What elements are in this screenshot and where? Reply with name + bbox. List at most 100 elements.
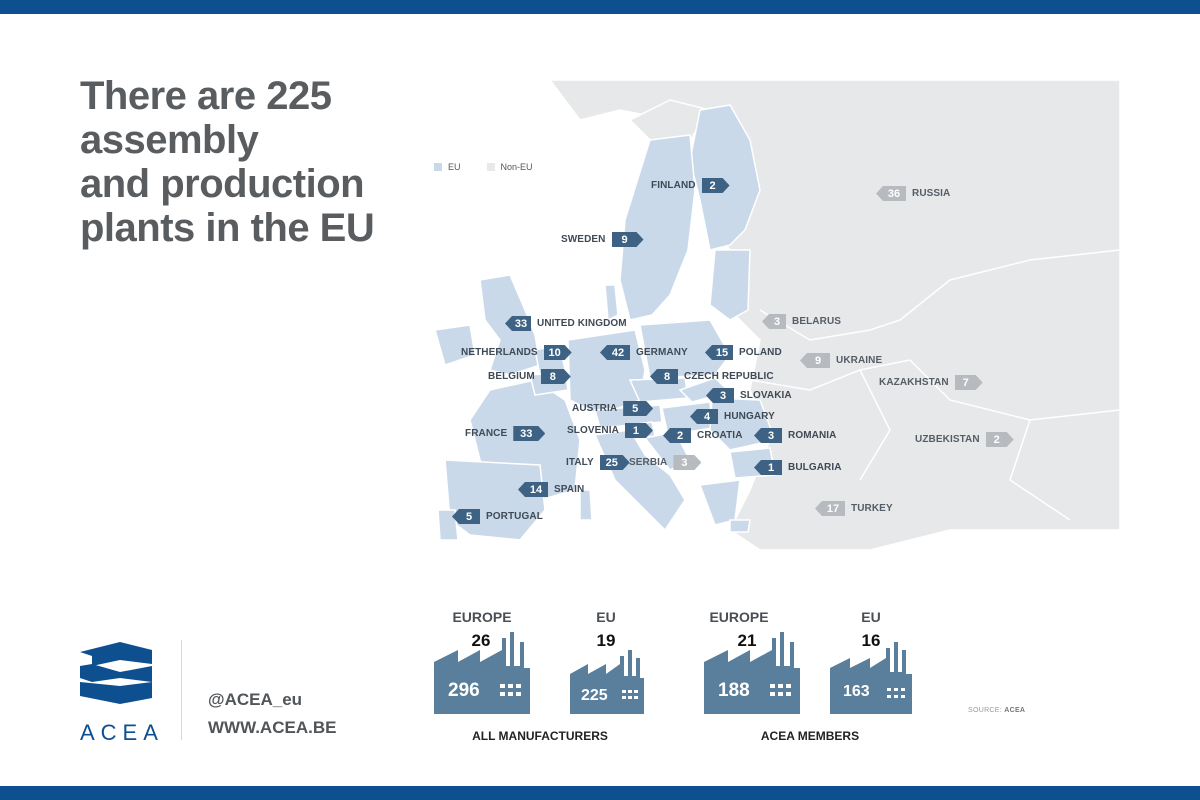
source-value: ACEA [1004, 707, 1026, 714]
headline-line-4: plants in the EU [80, 206, 375, 250]
country-name: CROATIA [697, 430, 743, 441]
acea-logo-text: ACEA [80, 720, 164, 745]
group-label-acea-members: ACEA MEMBERS [760, 729, 860, 743]
marker-bulgaria: 1 BULGARIA [754, 460, 842, 475]
plant-count: 4 [690, 409, 718, 424]
country-name: BELARUS [792, 316, 842, 327]
factory-icon [704, 632, 800, 714]
country-name: ROMANIA [788, 430, 837, 441]
top-band [0, 0, 1200, 14]
marker-belgium: BELGIUM 8 [488, 369, 571, 384]
marker-kazakhstan: KAZAKHSTAN 7 [879, 375, 983, 390]
marker-netherlands: NETHERLANDS 10 [461, 345, 572, 360]
country-name: SWEDEN [561, 234, 606, 245]
marker-ukraine: 9 UKRAINE [800, 353, 882, 368]
country-name: KAZAKHSTAN [879, 377, 949, 388]
stat-region-eu-members: EU [861, 609, 881, 625]
marker-hungary: 4 HUNGARY [690, 409, 775, 424]
headline: There are 225 assembly and production pl… [80, 74, 420, 250]
plant-count: 36 [876, 186, 906, 201]
marker-spain: 14 SPAIN [518, 482, 584, 497]
stat-plants-europe-members: 188 [718, 680, 750, 701]
stat-count-eu-members: 16 [861, 631, 881, 650]
legend-eu: EU [448, 162, 461, 172]
stat-region-eu-all: EU [596, 609, 616, 625]
non-eu-borders [749, 249, 1120, 521]
plant-count: 7 [955, 375, 983, 390]
country-name: FRANCE [465, 428, 508, 439]
country-name: NETHERLANDS [461, 347, 538, 358]
twitter-handle[interactable]: @ACEA_eu [208, 690, 303, 709]
plant-count: 8 [650, 369, 678, 384]
factory-icon [830, 642, 912, 714]
acea-logo-icon [80, 642, 152, 704]
stat-count-europe-members: 21 [737, 631, 757, 650]
plant-count: 3 [762, 314, 786, 329]
country-name: AUSTRIA [572, 403, 618, 414]
marker-czech-republic: 8 CZECH REPUBLIC [650, 369, 774, 384]
country-name: CZECH REPUBLIC [684, 371, 774, 382]
country-name: BULGARIA [788, 462, 842, 473]
country-name: ITALY [566, 457, 594, 468]
country-name: BELGIUM [488, 371, 535, 382]
country-name: UZBEKISTAN [915, 434, 980, 445]
eu-swatch [434, 163, 442, 171]
group-label-all-manufacturers: ALL MANUFACTURERS [472, 729, 608, 743]
factory-icon [570, 650, 644, 714]
plant-count: 42 [600, 345, 630, 360]
plant-count: 15 [705, 345, 733, 360]
bottom-band [0, 786, 1200, 800]
country-name: SERBIA [629, 457, 668, 468]
website-link[interactable]: WWW.ACEA.BE [208, 718, 337, 737]
factory-icon [434, 632, 530, 714]
plant-count: 2 [702, 178, 730, 193]
country-name: UKRAINE [836, 355, 883, 366]
marker-serbia: SERBIA 3 [629, 455, 701, 470]
marker-slovenia: SLOVENIA 1 [567, 423, 653, 438]
country-name: POLAND [739, 347, 782, 358]
stat-region-europe-members: EUROPE [709, 609, 769, 625]
marker-france: FRANCE 33 [465, 426, 545, 441]
marker-portugal: 5 PORTUGAL [452, 509, 543, 524]
plant-count: 9 [612, 232, 644, 247]
marker-sweden: SWEDEN 9 [561, 232, 644, 247]
non-eu-landmass [549, 80, 1120, 551]
marker-united-kingdom: 33 UNITED KINGDOM [505, 316, 627, 331]
map-legend: EU Non-EU [434, 162, 533, 172]
marker-finland: FINLAND 2 [651, 178, 730, 193]
marker-belarus: 3 BELARUS [762, 314, 841, 329]
country-name: RUSSIA [912, 188, 951, 199]
footer-separator [181, 640, 182, 740]
marker-turkey: 17 TURKEY [815, 501, 893, 516]
plant-count: 5 [452, 509, 480, 524]
plant-count: 3 [706, 388, 734, 403]
plant-count: 1 [625, 423, 653, 438]
stat-region-europe-all: EUROPE [452, 609, 512, 625]
marker-germany: 42 GERMANY [600, 345, 688, 360]
plant-count: 14 [518, 482, 548, 497]
plant-count: 33 [505, 316, 531, 331]
plant-count: 17 [815, 501, 845, 516]
stat-plants-eu-members: 163 [843, 683, 870, 700]
marker-romania: 3 ROMANIA [754, 428, 836, 443]
country-name: HUNGARY [724, 411, 775, 422]
plant-count: 1 [754, 460, 782, 475]
plant-count: 9 [800, 353, 830, 368]
plant-count: 2 [986, 432, 1014, 447]
country-name: GERMANY [636, 347, 688, 358]
country-name: SPAIN [554, 484, 585, 495]
plant-count: 3 [673, 455, 701, 470]
marker-slovakia: 3 SLOVAKIA [706, 388, 792, 403]
stat-plants-eu-all: 225 [581, 687, 608, 704]
plant-count: 3 [754, 428, 782, 443]
source-note: SOURCE: ACEA [968, 707, 1025, 714]
stat-count-europe-all: 26 [471, 631, 491, 650]
headline-line-1: There are 225 [80, 74, 332, 118]
plant-count: 2 [663, 428, 691, 443]
plant-count: 10 [544, 345, 572, 360]
country-name: SLOVENIA [567, 425, 619, 436]
country-name: SLOVAKIA [740, 390, 792, 401]
non-eu-swatch [486, 163, 495, 171]
stat-count-eu-all: 19 [596, 631, 616, 650]
plant-count: 8 [541, 369, 571, 384]
